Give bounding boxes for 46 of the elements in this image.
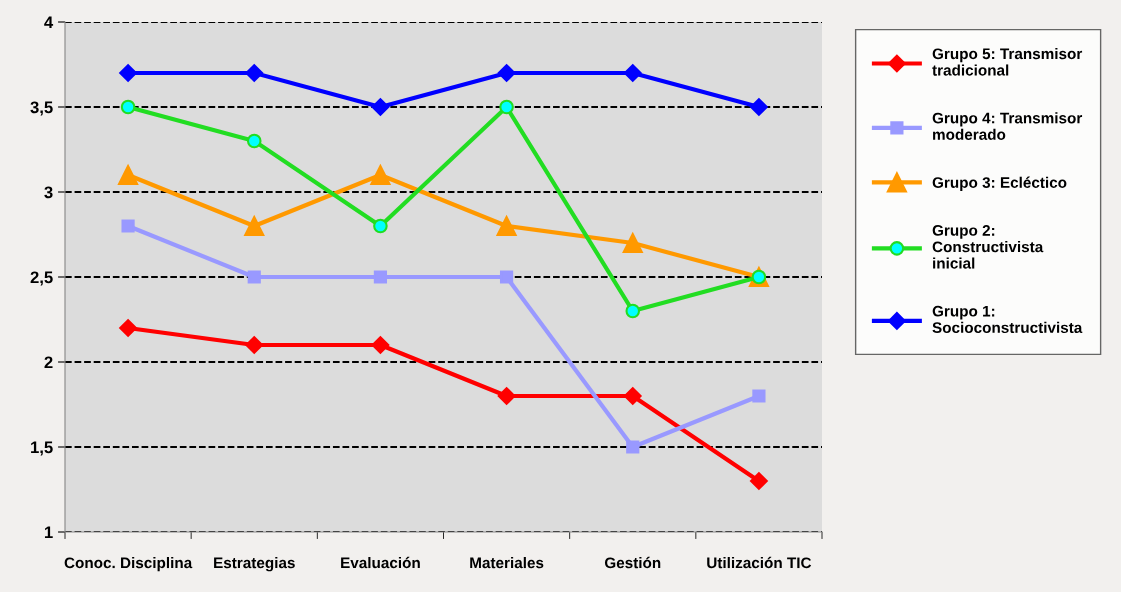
point (625, 303, 641, 319)
point (244, 215, 265, 237)
x-tick-label: Evaluación (341, 556, 420, 569)
point (626, 440, 640, 454)
x-tick-label: Gestión (604, 556, 661, 569)
legend-label: Grupo 4: Transmisor moderado (932, 112, 1083, 140)
point (750, 98, 768, 116)
point (121, 219, 135, 233)
point (496, 215, 517, 237)
point (750, 472, 768, 490)
legend-label: Grupo 2: Constructivista inicial (932, 224, 1044, 269)
point (497, 387, 516, 405)
y-tick-label: 2,5 (30, 271, 53, 286)
y-tick-label: 3 (44, 186, 53, 199)
point (622, 232, 643, 254)
point (371, 98, 390, 116)
point (245, 336, 264, 354)
point (120, 99, 136, 115)
point (373, 270, 388, 284)
legend-label: Grupo 3: Ecléctico (932, 176, 1067, 191)
x-tick-label: Utilización TIC (707, 556, 812, 569)
point (119, 319, 137, 337)
y-tick-label: 1,5 (31, 441, 53, 456)
point (752, 389, 766, 403)
y-tick-label: 4 (44, 16, 54, 29)
y-tick-label: 2 (44, 356, 53, 369)
legend-label: Grupo 5: Transmisor tradicional (932, 47, 1083, 76)
point (497, 64, 516, 82)
x-tick-label: Estrategias (214, 557, 295, 572)
y-tick-label: 1 (44, 526, 53, 539)
legend-label: Grupo 1: Socioconstructivista (932, 305, 1083, 334)
point (499, 99, 514, 115)
point (247, 270, 261, 284)
point (118, 164, 139, 186)
x-tick-label: Materiales (470, 557, 544, 569)
point (371, 336, 390, 354)
point (245, 64, 264, 82)
point (623, 387, 642, 405)
point (499, 270, 514, 284)
y-tick-label: 3,5 (30, 101, 53, 116)
x-tick-label: Conoc. Disciplina (64, 557, 193, 572)
point (119, 64, 137, 82)
point (246, 133, 262, 149)
point (370, 164, 391, 186)
point (623, 64, 642, 82)
point (373, 218, 388, 234)
